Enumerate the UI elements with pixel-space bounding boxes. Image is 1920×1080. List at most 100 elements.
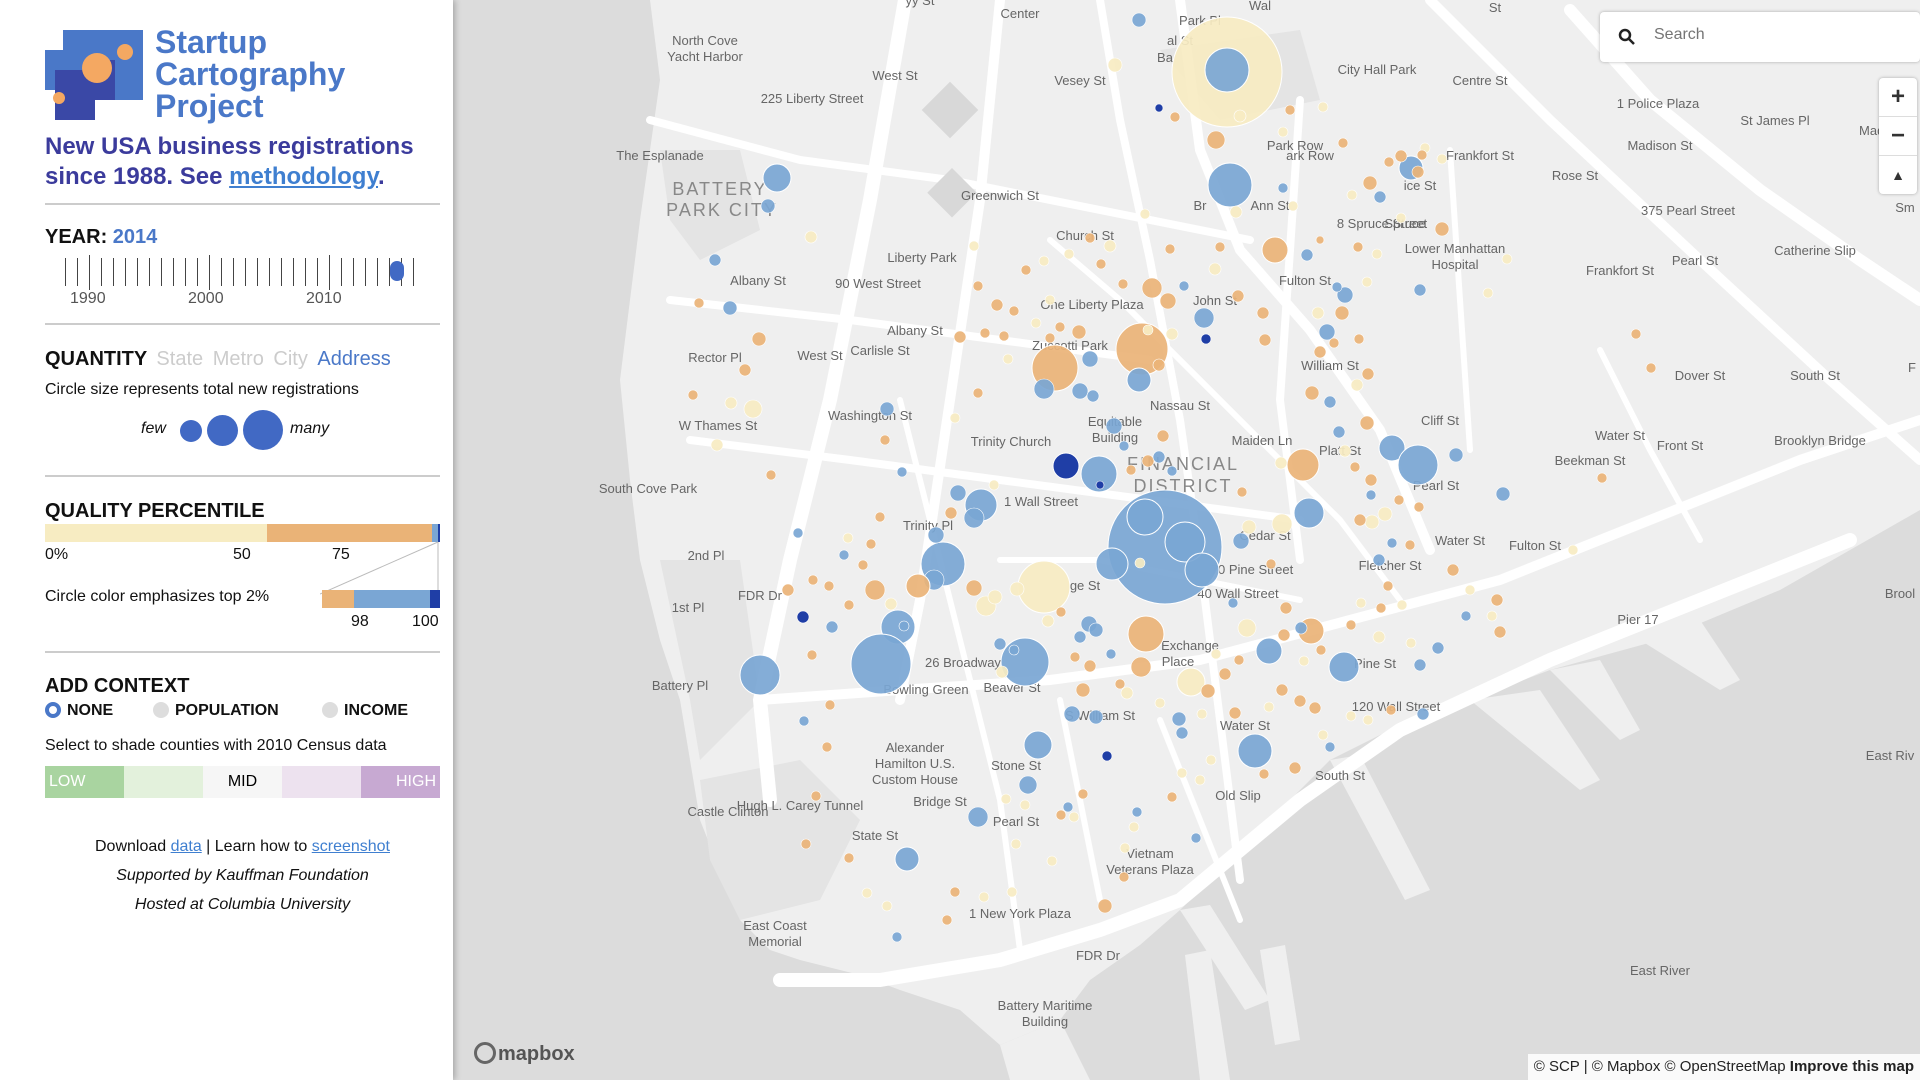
- registration-circle[interactable]: [1200, 683, 1216, 699]
- registration-circle[interactable]: [1033, 378, 1055, 400]
- registration-circle[interactable]: [1434, 221, 1450, 237]
- registration-circle[interactable]: [1293, 694, 1307, 708]
- registration-circle[interactable]: [905, 573, 931, 599]
- registration-circle[interactable]: [1274, 456, 1288, 470]
- registration-circle[interactable]: [1118, 871, 1130, 883]
- registration-circle[interactable]: [1386, 537, 1398, 549]
- registration-circle[interactable]: [1464, 584, 1476, 596]
- registration-circle[interactable]: [1131, 806, 1143, 818]
- registration-circle[interactable]: [1214, 241, 1226, 253]
- registration-circle[interactable]: [1088, 709, 1104, 725]
- registration-circle[interactable]: [1008, 644, 1020, 656]
- registration-circle[interactable]: [1095, 258, 1107, 270]
- registration-circle[interactable]: [1233, 109, 1247, 123]
- registration-circle[interactable]: [1353, 513, 1367, 527]
- compass-north-button[interactable]: ▲: [1891, 167, 1905, 183]
- registration-circle[interactable]: [1311, 306, 1325, 320]
- methodology-link[interactable]: methodology: [229, 163, 379, 190]
- registration-circle[interactable]: [988, 479, 1000, 491]
- registration-circle[interactable]: [896, 466, 908, 478]
- registration-circle[interactable]: [1237, 618, 1257, 638]
- registration-circle[interactable]: [843, 599, 855, 611]
- search-input[interactable]: [1652, 25, 1896, 45]
- registration-circle[interactable]: [1196, 708, 1208, 720]
- registration-circle[interactable]: [1413, 283, 1427, 297]
- registration-circle[interactable]: [1103, 239, 1117, 253]
- registration-circle[interactable]: [1416, 149, 1428, 161]
- registration-circle[interactable]: [1038, 255, 1050, 267]
- registration-circle[interactable]: [724, 396, 738, 410]
- quantity-option-address[interactable]: Address: [317, 348, 391, 370]
- registration-circle[interactable]: [1277, 628, 1291, 642]
- registration-circle[interactable]: [792, 527, 804, 539]
- registration-circle[interactable]: [1046, 855, 1058, 867]
- registration-circle[interactable]: [1323, 395, 1337, 409]
- registration-circle[interactable]: [898, 620, 910, 632]
- registration-circle[interactable]: [1080, 455, 1118, 493]
- registration-circle[interactable]: [967, 806, 989, 828]
- registration-circle[interactable]: [949, 886, 961, 898]
- registration-circle[interactable]: [1277, 126, 1289, 138]
- registration-circle[interactable]: [1128, 821, 1140, 833]
- registration-circle[interactable]: [1006, 886, 1018, 898]
- registration-circle[interactable]: [1118, 440, 1130, 452]
- registration-circle[interactable]: [1218, 667, 1232, 681]
- registration-circle[interactable]: [1081, 350, 1099, 368]
- registration-circle[interactable]: [1372, 553, 1386, 567]
- registration-circle[interactable]: [1328, 651, 1360, 683]
- registration-circle[interactable]: [1261, 236, 1289, 264]
- registration-circle[interactable]: [1166, 465, 1178, 477]
- context-option-population[interactable]: POPULATION: [153, 702, 279, 720]
- registration-circle[interactable]: [1293, 497, 1325, 529]
- mapbox-logo[interactable]: mapbox: [474, 1042, 575, 1066]
- registration-circle[interactable]: [1008, 305, 1020, 317]
- registration-circle[interactable]: [879, 401, 895, 417]
- registration-circle[interactable]: [1190, 832, 1202, 844]
- registration-circle[interactable]: [1044, 294, 1056, 306]
- registration-circle[interactable]: [987, 589, 1003, 605]
- registration-circle[interactable]: [1229, 205, 1243, 219]
- registration-circle[interactable]: [1178, 280, 1190, 292]
- registration-circle[interactable]: [1165, 327, 1179, 341]
- registration-circle[interactable]: [739, 654, 781, 696]
- registration-circle[interactable]: [1275, 683, 1289, 697]
- year-slider[interactable]: [65, 255, 425, 290]
- registration-circle[interactable]: [1345, 710, 1357, 722]
- quantity-option-state[interactable]: State: [156, 348, 204, 370]
- registration-circle[interactable]: [1164, 521, 1206, 563]
- registration-circle[interactable]: [979, 327, 991, 339]
- registration-circle[interactable]: [1232, 532, 1250, 550]
- registration-circle[interactable]: [1086, 389, 1100, 403]
- registration-circle[interactable]: [1041, 614, 1055, 628]
- registration-circle[interactable]: [1258, 768, 1270, 780]
- registration-circle[interactable]: [1263, 701, 1275, 713]
- registration-circle[interactable]: [806, 649, 818, 661]
- registration-circle[interactable]: [1284, 104, 1296, 116]
- registration-circle[interactable]: [810, 790, 822, 802]
- registration-circle[interactable]: [708, 253, 722, 267]
- registration-circle[interactable]: [1233, 654, 1245, 666]
- registration-circle[interactable]: [824, 699, 836, 711]
- registration-circle[interactable]: [1000, 793, 1012, 805]
- registration-circle[interactable]: [843, 852, 855, 864]
- registration-circle[interactable]: [1117, 278, 1129, 290]
- registration-circle[interactable]: [891, 931, 903, 943]
- registration-circle[interactable]: [1331, 281, 1343, 293]
- registration-circle[interactable]: [1377, 506, 1393, 522]
- quantity-option-city[interactable]: City: [273, 348, 308, 370]
- registration-circle[interactable]: [1207, 162, 1253, 208]
- registration-circle[interactable]: [1304, 385, 1320, 401]
- registration-circle[interactable]: [1105, 417, 1123, 435]
- registration-circle[interactable]: [823, 580, 835, 592]
- registration-circle[interactable]: [1154, 697, 1166, 709]
- registration-circle[interactable]: [1237, 733, 1273, 769]
- registration-circle[interactable]: [865, 538, 877, 550]
- registration-circle[interactable]: [1411, 165, 1425, 179]
- registration-circle[interactable]: [796, 610, 810, 624]
- registration-circle[interactable]: [762, 163, 792, 193]
- registration-circle[interactable]: [804, 230, 818, 244]
- registration-circle[interactable]: [1054, 321, 1066, 333]
- registration-circle[interactable]: [993, 637, 1007, 651]
- registration-circle[interactable]: [1328, 337, 1340, 349]
- registration-circle[interactable]: [1009, 581, 1025, 597]
